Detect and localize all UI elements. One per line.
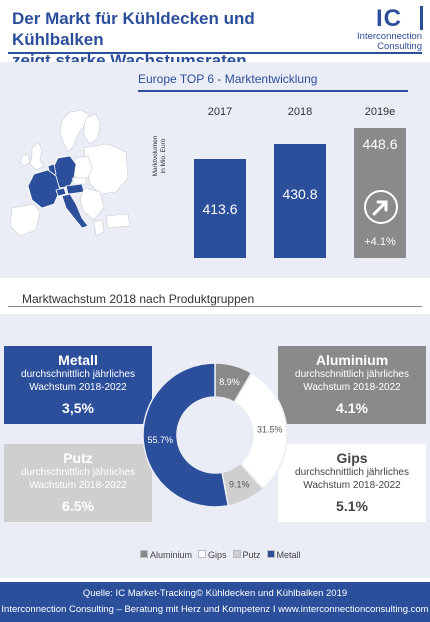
growth-label: +4.1% <box>364 236 396 248</box>
metall-name: Metall <box>58 352 98 368</box>
market-development-title: Europe TOP 6 - Marktentwicklung <box>138 72 318 86</box>
page-title-line1: Der Markt für Kühldecken und Kühlbalken <box>12 9 255 49</box>
gips-box: Gips durchschnittlich jährliches Wachstu… <box>278 444 426 522</box>
company-logo: IC Interconnection Consulting <box>338 5 423 52</box>
legend-item-gips: Gips <box>198 550 227 560</box>
aluminium-box: Aluminium durchschnittlich jährliches Wa… <box>278 346 426 424</box>
logo-text-line1: Interconnection <box>357 31 422 42</box>
footer <box>0 582 430 622</box>
legend-label: Putz <box>242 550 261 560</box>
putz-sub1: durchschnittlich jährliches <box>21 467 135 478</box>
legend-item-aluminium: Aluminium <box>140 550 192 560</box>
aluminium-name: Aluminium <box>315 352 389 368</box>
putz-name: Putz <box>63 450 93 466</box>
product-growth-divider <box>8 306 422 307</box>
donut-slice-metall <box>142 362 230 508</box>
gips-name: Gips <box>336 450 368 466</box>
donut-slice-gips <box>233 371 288 490</box>
donut-legend: Aluminium Gips Putz Metall <box>140 550 340 560</box>
map-greece <box>93 219 105 237</box>
legend-item-metall: Metall <box>266 550 301 560</box>
legend-swatch <box>266 550 275 558</box>
bar-value-label: 413.6 <box>202 201 238 217</box>
bar-2017 <box>194 159 246 258</box>
map-ireland <box>19 153 31 167</box>
bar-year-label: 2017 <box>207 106 233 118</box>
logo-bar <box>374 6 423 30</box>
map-italy <box>61 193 89 229</box>
map-austria <box>65 183 85 195</box>
bar-value-label: 430.8 <box>282 186 318 202</box>
logo-text-line2: Consulting <box>377 41 422 52</box>
product-growth-title: Marktwachstum 2018 nach Produktgruppen <box>22 292 255 306</box>
putz-sub2: Wachstum 2018-2022 <box>29 480 127 491</box>
bar-chart-ylabel: Marktvolumen in Mio. Euro <box>152 135 167 177</box>
map-turkey <box>105 213 131 229</box>
bar-value-label: 448.6 <box>362 136 398 152</box>
donut-value-label: 55.7% <box>147 435 173 445</box>
metall-sub2: Wachstum 2018-2022 <box>29 382 127 393</box>
donut-value-label: 8.9% <box>219 377 240 387</box>
gips-sub1: durchschnittlich jährliches <box>295 467 409 478</box>
legend-label: Metall <box>276 550 301 560</box>
putz-value: 6.5% <box>62 498 94 514</box>
legend-label: Gips <box>208 550 227 560</box>
map-france <box>27 169 61 209</box>
legend-swatch <box>232 550 241 558</box>
map-scandinavia <box>59 109 91 153</box>
donut-value-label: 31.5% <box>257 425 283 435</box>
logo-mark: IC <box>376 5 402 32</box>
europe-map <box>9 109 131 237</box>
footer-tagline: Interconnection Consulting – Beratung mi… <box>1 604 429 615</box>
bar-2018 <box>274 144 326 258</box>
donut-value-label: 9.1% <box>229 479 250 489</box>
map-switzerland <box>55 187 67 197</box>
bar-year-label: 2018 <box>287 106 313 118</box>
metall-box: Metall durchschnittlich jährliches Wachs… <box>4 346 152 424</box>
product-donut-chart: 8.9% 31.5% 9.1% 55.7% <box>142 362 288 508</box>
map-czech <box>71 177 87 185</box>
map-balkans <box>79 187 105 221</box>
map-iberia <box>9 203 41 237</box>
arrow-up-right-icon <box>364 190 398 224</box>
legend-item-putz: Putz <box>232 550 261 560</box>
header-divider <box>8 52 422 54</box>
market-development-title-underline <box>138 90 408 92</box>
aluminium-sub2: Wachstum 2018-2022 <box>303 382 401 393</box>
putz-box: Putz durchschnittlich jährliches Wachstu… <box>4 444 152 522</box>
legend-swatch <box>140 550 148 558</box>
map-uk <box>29 141 45 171</box>
legend-label: Aluminium <box>150 550 193 560</box>
bar-year-label: 2019e <box>364 106 396 118</box>
aluminium-value: 4.1% <box>336 400 368 416</box>
metall-sub1: durchschnittlich jährliches <box>21 369 135 380</box>
footer-source: Quelle: IC Market-Tracking© Kühldecken u… <box>82 588 348 599</box>
map-finland <box>83 113 101 145</box>
legend-swatch <box>198 550 207 558</box>
gips-value: 5.1% <box>336 498 368 514</box>
gips-sub2: Wachstum 2018-2022 <box>303 480 401 491</box>
aluminium-sub1: durchschnittlich jährliches <box>295 369 409 380</box>
metall-value: 3,5% <box>62 400 94 416</box>
